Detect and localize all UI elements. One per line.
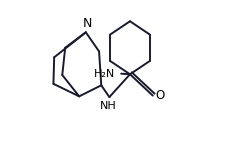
Text: NH: NH bbox=[100, 101, 116, 111]
Text: N: N bbox=[82, 17, 91, 30]
Text: O: O bbox=[155, 89, 164, 102]
Text: H₂N: H₂N bbox=[94, 69, 115, 79]
